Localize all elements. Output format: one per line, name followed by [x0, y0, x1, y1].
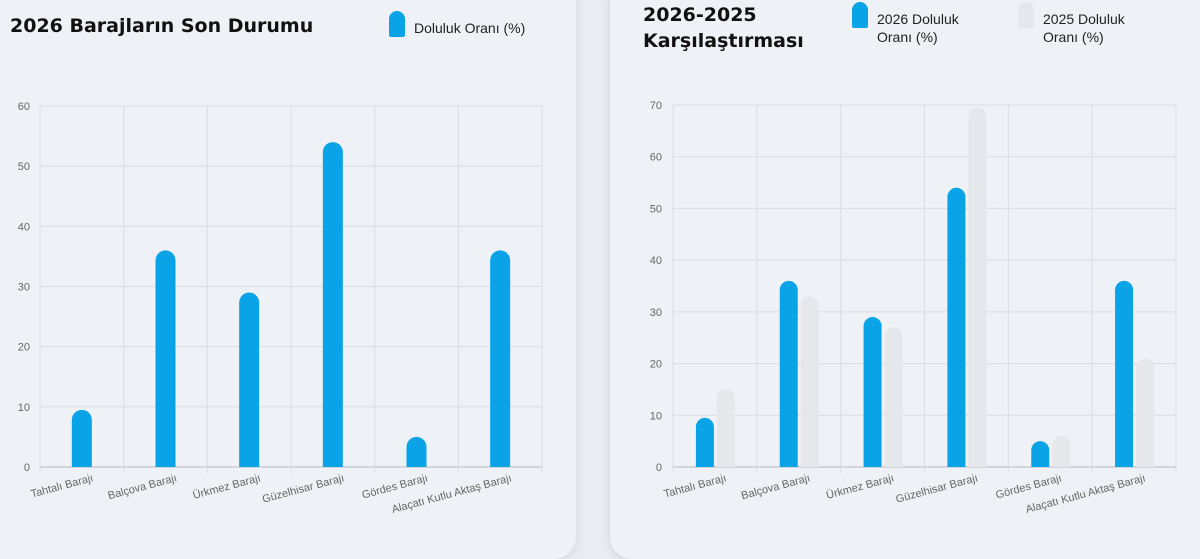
bar-series-0: [239, 292, 260, 467]
y-tick-label: 10: [18, 402, 30, 414]
y-tick-label: 40: [18, 221, 30, 233]
y-tick-label: 60: [650, 152, 662, 164]
x-category-label: Tahtalı Barajı: [663, 472, 728, 500]
chart-title: 2026 Barajların Son Durumu: [10, 15, 314, 37]
legend-item-2026[interactable]: 2026 Doluluk Oranı (%): [852, 2, 977, 46]
bar-series-0: [155, 250, 176, 467]
legend-label-2025-line-2: Oranı (%): [1043, 29, 1104, 45]
bar-series-1: [1052, 435, 1071, 467]
legend-label-2025: 2025 Doluluk Oranı (%): [1043, 10, 1143, 46]
y-tick-label: 50: [18, 161, 30, 173]
comparison-title-line-1: 2026-2025: [643, 4, 757, 26]
y-tick-label: 10: [650, 410, 662, 422]
bar-series-0: [406, 436, 427, 467]
bar-series-0: [490, 250, 511, 467]
comparison-title-line-2: Karşılaştırması: [643, 30, 804, 52]
y-tick-label: 50: [650, 203, 662, 215]
bar-series-0: [863, 317, 882, 467]
legend-label-2026: 2026 Doluluk Oranı (%): [877, 10, 977, 46]
x-category-label: Balçova Barajı: [740, 472, 812, 502]
y-tick-label: 20: [18, 342, 30, 354]
legend-swatch: [389, 11, 405, 37]
legend-swatch-2026: [852, 2, 868, 28]
legend-item-doluluk[interactable]: Doluluk Oranı (%): [389, 11, 525, 37]
bar-series-0: [71, 409, 92, 467]
y-tick-label: 30: [18, 282, 30, 294]
bar-series-0: [1115, 280, 1134, 467]
bar-series-0: [322, 142, 343, 467]
legend-item-2025[interactable]: 2025 Doluluk Oranı (%): [1018, 2, 1143, 46]
bar-series-1: [968, 107, 987, 467]
legend-label-2026-line-2: Oranı (%): [877, 29, 938, 45]
y-tick-label: 0: [656, 462, 662, 474]
x-category-label: Güzelhisar Barajı: [895, 472, 980, 505]
y-tick-label: 60: [18, 101, 30, 113]
left-chart-card: [0, 0, 576, 559]
bar-series-1: [884, 327, 903, 467]
bar-series-0: [947, 187, 966, 467]
x-category-label: Ürkmez Barajı: [192, 472, 262, 502]
legend-swatch-2025: [1018, 2, 1034, 28]
comparison-chart-title: 2026-2025 Karşılaştırması: [643, 2, 804, 54]
x-category-label: Güzelhisar Barajı: [261, 472, 346, 505]
y-tick-label: 0: [24, 462, 30, 474]
x-category-label: Ürkmez Barajı: [825, 472, 895, 502]
legend-label: Doluluk Oranı (%): [414, 20, 526, 36]
y-tick-label: 70: [650, 100, 662, 112]
bar-series-1: [716, 389, 735, 467]
bar-series-0: [1031, 441, 1050, 467]
y-tick-label: 40: [650, 255, 662, 267]
x-category-label: Tahtalı Barajı: [29, 472, 94, 500]
legend-label-2025-line-1: 2025 Doluluk: [1043, 11, 1125, 27]
bar-series-1: [800, 296, 819, 467]
y-tick-label: 20: [650, 359, 662, 371]
y-tick-label: 30: [650, 307, 662, 319]
bar-series-0: [779, 280, 798, 467]
bar-series-1: [1136, 358, 1155, 467]
x-category-label: Balçova Barajı: [107, 472, 179, 502]
bar-series-0: [695, 417, 714, 467]
legend-label-2026-line-1: 2026 Doluluk: [877, 11, 959, 27]
